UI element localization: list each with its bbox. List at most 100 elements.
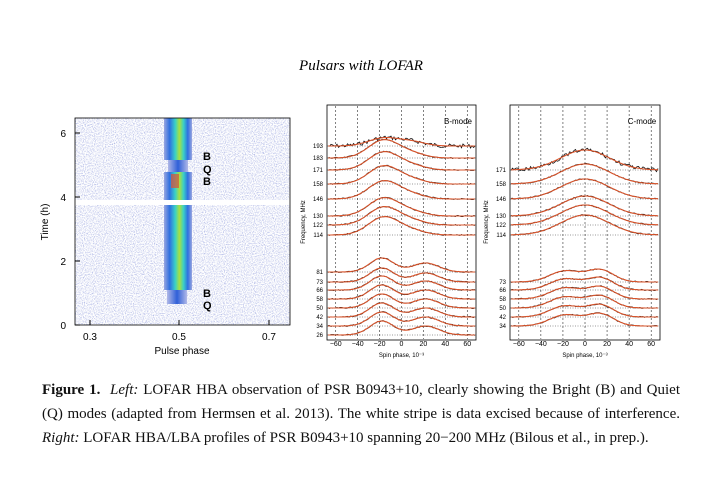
frequency-label: 73 <box>499 280 506 286</box>
profile-fit <box>328 197 475 217</box>
profile-fit <box>328 320 475 336</box>
frequency-label: 114 <box>313 233 323 239</box>
y-axis-label: Frequency, MHz <box>301 200 307 244</box>
caption-left-label: Left: <box>110 382 139 398</box>
profile-fit <box>328 165 475 185</box>
profile-fit <box>328 180 475 200</box>
profile-fit <box>511 312 658 327</box>
frequency-label: 58 <box>499 297 506 303</box>
frequency-label: 122 <box>496 223 507 229</box>
profile-fit <box>511 285 658 300</box>
frequency-label: 50 <box>499 306 506 312</box>
mode-label: Q <box>203 300 212 312</box>
y-axis-label: Time (h) <box>40 204 51 241</box>
x-tick-label: −60 <box>330 341 342 348</box>
frequency-label: 171 <box>496 168 507 174</box>
frequency-label: 58 <box>316 297 323 303</box>
profile-fit <box>511 195 659 217</box>
frequency-label: 66 <box>499 288 506 294</box>
frequency-label: 146 <box>496 197 507 203</box>
caption-right-label: Right: <box>42 430 80 446</box>
mode-label: C-mode <box>628 117 657 126</box>
frequency-label: 183 <box>313 156 324 162</box>
profile-fit <box>511 268 658 283</box>
mode-label: B <box>203 288 211 300</box>
waterfall-panel <box>70 117 295 326</box>
x-tick-label: −20 <box>374 341 386 348</box>
profile-fit <box>511 178 659 200</box>
profile-fit <box>328 216 475 236</box>
frequency-label: 81 <box>316 270 323 276</box>
plot-frame <box>326 104 477 341</box>
profile-fit <box>511 163 659 185</box>
profile-fit <box>328 302 475 318</box>
y-tick-label: 4 <box>60 193 66 204</box>
x-tick-label: 40 <box>625 341 633 348</box>
quiet-mode-band <box>168 160 188 172</box>
x-tick-label: 20 <box>420 341 428 348</box>
running-title: Pulsars with LOFAR <box>299 58 423 74</box>
y-tick-label: 2 <box>60 257 66 268</box>
frequency-label: 50 <box>316 306 323 312</box>
frequency-label: 42 <box>316 315 323 321</box>
mode-label: Q <box>203 164 212 176</box>
x-tick-label: 20 <box>603 341 611 348</box>
profile-fit <box>511 276 658 291</box>
x-tick-label: 0 <box>583 341 587 348</box>
frequency-label: 42 <box>499 315 506 321</box>
bright-mode-band <box>164 118 192 160</box>
x-tick-label: 0.7 <box>262 332 276 343</box>
profile-fit <box>511 204 659 226</box>
caption-label: Figure 1. <box>42 382 101 398</box>
frequency-label: 146 <box>313 197 324 203</box>
plot-frame <box>74 117 291 326</box>
caption-left-text: LOFAR HBA observation of PSR B0943+10, c… <box>42 382 681 422</box>
hot-spot <box>171 174 179 188</box>
quiet-mode-band <box>167 290 187 304</box>
x-tick-label: −20 <box>557 341 569 348</box>
profile-fit <box>328 206 475 226</box>
x-tick-label: −40 <box>535 341 547 348</box>
frequency-label: 114 <box>496 233 506 239</box>
profile-fit <box>511 149 659 171</box>
x-axis-label: Spin phase, 10⁻³ <box>379 353 424 359</box>
bright-mode-band <box>164 205 192 290</box>
x-tick-label: 0.5 <box>172 332 186 343</box>
y-tick-label: 0 <box>60 321 66 332</box>
frequency-label: 171 <box>313 168 324 174</box>
y-axis-label: Frequency, MHz <box>484 200 490 244</box>
mode-label: B-mode <box>444 117 473 126</box>
profile-fit <box>511 303 658 318</box>
plot-frame <box>509 104 661 341</box>
profile-fit <box>328 284 475 300</box>
x-tick-label: 60 <box>463 341 471 348</box>
excised-stripe <box>70 200 295 205</box>
frequency-label: 122 <box>313 223 324 229</box>
frequency-label: 158 <box>313 182 324 188</box>
x-axis-label: Spin phase, 10⁻³ <box>562 353 607 359</box>
profile-fit <box>328 275 475 291</box>
frequency-label: 34 <box>499 324 506 330</box>
caption-right-text: LOFAR HBA/LBA profiles of PSR B0943+10 s… <box>83 430 649 446</box>
x-tick-label: 40 <box>441 341 449 348</box>
profile-fit <box>328 139 475 159</box>
profile-fit <box>511 214 659 236</box>
frequency-label: 73 <box>316 280 323 286</box>
x-tick-label: −60 <box>513 341 525 348</box>
x-tick-label: 0 <box>400 341 404 348</box>
profile-fit <box>328 257 475 273</box>
mode-label: B <box>203 151 211 163</box>
x-tick-label: −40 <box>352 341 364 348</box>
x-axis-label: Pulse phase <box>154 346 209 357</box>
frequency-label: 34 <box>316 324 323 330</box>
profile <box>511 162 658 185</box>
profile-fit <box>328 267 475 283</box>
caption: Figure 1. Left: LOFAR HBA observation of… <box>42 378 680 450</box>
profile-fit <box>511 294 658 309</box>
x-tick-label: 60 <box>647 341 655 348</box>
frequency-label: 26 <box>316 333 323 339</box>
y-tick-label: 6 <box>60 129 66 140</box>
frequency-label: 158 <box>496 182 507 188</box>
